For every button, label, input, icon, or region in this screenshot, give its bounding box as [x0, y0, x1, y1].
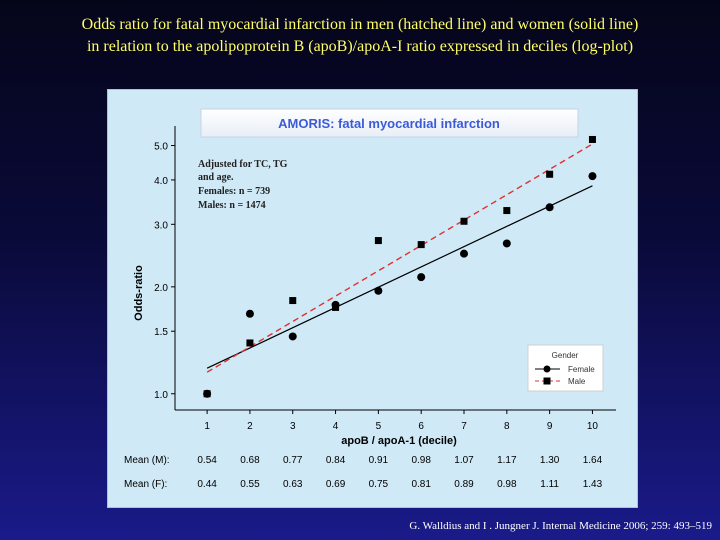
data-markers: [203, 135, 597, 398]
x-tick-label: 8: [504, 421, 510, 432]
means-table: Mean (M): 0.54 0.68 0.77 0.84 0.91 0.98 1.07 1.1…: [124, 455, 603, 490]
adjustment-note-line-3: Females: n = 739: [198, 186, 270, 197]
means-cell: 0.55: [240, 479, 260, 490]
fit-lines: [206, 143, 593, 373]
means-cell: 0.63: [283, 479, 303, 490]
male-point: [546, 170, 554, 178]
female-point: [460, 249, 469, 258]
male-point: [289, 297, 297, 305]
chart-title: AMORIS: fatal myocardial infarction: [278, 116, 500, 131]
means-cell: 0.81: [411, 479, 431, 490]
means-cell: 1.64: [583, 455, 603, 466]
female-point: [288, 332, 297, 341]
y-tick-label: 3.0: [154, 220, 168, 231]
legend-male-label: Male: [568, 377, 586, 386]
legend: Gender Female Male: [527, 344, 604, 392]
male-point: [246, 339, 254, 347]
axes: 1.0 1.5 2.0 3.0 4.0 5.0 1 2 3 4 5 6 7 8 9 10: [154, 126, 616, 432]
male-point: [417, 241, 425, 249]
means-cell: 0.69: [326, 479, 346, 490]
means-cell: 0.91: [369, 455, 389, 466]
slide-title: Odds ratio for fatal myocardial infarcti…: [0, 14, 720, 58]
y-tick-label: 2.0: [154, 283, 168, 294]
slide-title-line-1: Odds ratio for fatal myocardial infarcti…: [81, 16, 639, 33]
legend-male-marker: [543, 377, 551, 385]
means-cell: 1.07: [454, 455, 474, 466]
female-point: [588, 172, 597, 181]
adjustment-note-line-1: Adjusted for TC, TG: [198, 159, 288, 170]
female-trend-line: [206, 185, 593, 369]
female-point: [245, 309, 254, 318]
adjustment-note-line-2: and age.: [198, 172, 234, 183]
female-point: [502, 239, 511, 248]
chart: AMORIS: fatal myocardial infarction Adju…: [124, 108, 616, 490]
means-cell: 0.89: [454, 479, 474, 490]
x-tick-label: 4: [333, 421, 339, 432]
means-cell: 0.44: [197, 479, 217, 490]
means-cell: 1.43: [583, 479, 603, 490]
x-tick-label: 3: [290, 421, 296, 432]
male-point: [332, 303, 340, 311]
chart-title-banner: [200, 108, 579, 138]
figure-panel: AMORIS: fatal myocardial infarction Adju…: [107, 89, 638, 508]
means-cell: 0.68: [240, 455, 260, 466]
legend-box: [527, 344, 604, 392]
x-tick-label: 5: [376, 421, 382, 432]
male-trend-line: [206, 143, 593, 373]
legend-title: Gender: [552, 351, 579, 360]
means-cell: 1.11: [540, 479, 559, 490]
x-tick-label: 7: [461, 421, 467, 432]
y-tick-label: 4.0: [154, 176, 168, 187]
male-point: [374, 237, 382, 245]
x-axis-label: apoB / apoA-1 (decile): [341, 435, 457, 447]
means-cell: 0.84: [326, 455, 346, 466]
adjustment-note: Adjusted for TC, TG and age. Females: n …: [198, 159, 288, 211]
male-point: [588, 135, 596, 143]
means-cell: 0.75: [369, 479, 389, 490]
means-cell: 0.54: [197, 455, 217, 466]
means-cell: 0.98: [497, 479, 517, 490]
y-tick-label: 5.0: [154, 142, 168, 153]
male-point: [460, 217, 468, 225]
y-axis-label: Odds-ratio: [133, 265, 145, 321]
legend-female-label: Female: [568, 365, 595, 374]
y-tick-label: 1.5: [154, 327, 168, 338]
slide-title-line-2: in relation to the apolipoprotein B (apo…: [86, 38, 634, 55]
means-cell: 0.77: [283, 455, 303, 466]
male-point: [203, 390, 211, 398]
means-cell: 1.17: [497, 455, 517, 466]
means-cell: 0.98: [411, 455, 431, 466]
x-tick-label: 1: [204, 421, 210, 432]
female-point: [374, 286, 383, 295]
y-tick-label: 1.0: [154, 390, 168, 401]
female-point: [545, 203, 554, 212]
x-tick-label: 2: [247, 421, 253, 432]
means-row-label: Mean (F):: [124, 479, 167, 490]
female-point: [417, 273, 426, 282]
adjustment-note-line-4: Males: n = 1474: [198, 200, 266, 211]
male-point: [503, 207, 511, 215]
legend-female-marker: [543, 365, 551, 373]
x-tick-label: 9: [547, 421, 553, 432]
means-row-label: Mean (M):: [124, 455, 170, 466]
x-tick-label: 6: [418, 421, 424, 432]
x-tick-label: 10: [587, 421, 599, 432]
citation: G. Walldius and I . Jungner J. Internal …: [409, 520, 712, 532]
means-cell: 1.30: [540, 455, 560, 466]
